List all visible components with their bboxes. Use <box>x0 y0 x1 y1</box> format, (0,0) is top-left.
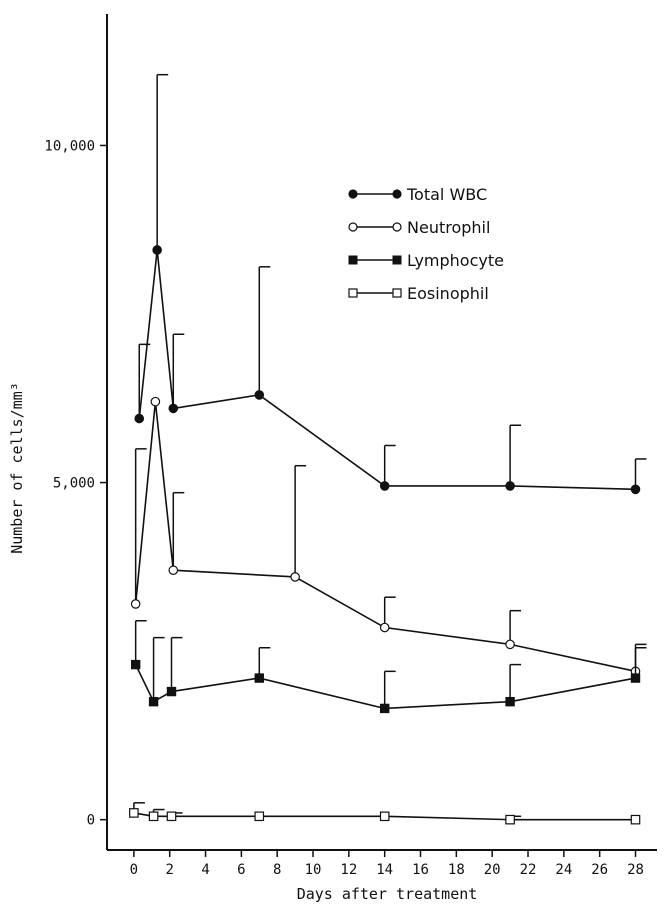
x-tick-label: 22 <box>520 862 537 878</box>
data-point-marker <box>166 686 177 697</box>
series-total-wbc <box>134 73 647 495</box>
data-point-marker <box>348 255 358 265</box>
x-tick-label: 26 <box>591 862 608 878</box>
legend-entry: Eosinophil <box>348 284 489 303</box>
data-point-marker <box>150 396 161 407</box>
series-layer <box>129 73 647 825</box>
data-point-marker <box>148 811 159 822</box>
data-point-marker <box>379 811 390 822</box>
data-point-marker <box>254 811 265 822</box>
y-tick-label: 10,000 <box>44 138 95 154</box>
x-tick-label: 16 <box>412 862 429 878</box>
x-axis-label: Days after treatment <box>297 885 478 903</box>
data-point-marker <box>254 390 265 400</box>
data-point-marker <box>348 189 358 199</box>
x-tick-label: 0 <box>130 862 138 878</box>
legend-entry: Total WBC <box>348 185 487 204</box>
y-tick-label: 0 <box>87 813 95 829</box>
series-eosinophil <box>129 802 641 825</box>
data-point-marker <box>130 599 141 609</box>
x-tick-label: 20 <box>484 862 501 878</box>
data-point-marker <box>392 288 402 298</box>
data-point-marker <box>392 255 402 265</box>
legend-label: Eosinophil <box>407 284 489 303</box>
series-line <box>138 249 636 491</box>
x-tick-label: 6 <box>237 862 245 878</box>
data-point-marker <box>379 703 390 714</box>
data-point-marker <box>168 403 179 414</box>
x-tick-label: 8 <box>273 862 281 878</box>
data-point-marker <box>148 696 159 707</box>
legend-entry: Neutrophil <box>348 218 490 237</box>
x-tick-label: 28 <box>627 862 644 878</box>
data-point-marker <box>168 565 179 576</box>
x-tick-label: 12 <box>340 862 357 878</box>
legend-label: Total WBC <box>406 185 487 204</box>
x-tick-label: 4 <box>201 862 209 878</box>
data-point-marker <box>630 814 641 825</box>
data-point-marker <box>254 673 264 683</box>
data-point-marker <box>630 673 641 683</box>
data-point-marker <box>130 659 141 670</box>
data-point-marker <box>379 622 390 633</box>
data-point-marker <box>290 572 300 582</box>
x-tick-label: 18 <box>448 862 465 878</box>
data-point-marker <box>505 481 515 491</box>
data-point-marker <box>348 288 358 298</box>
data-point-marker <box>505 696 515 707</box>
x-tick-label: 14 <box>376 862 393 878</box>
data-point-marker <box>505 639 515 650</box>
y-tick-label: 5,000 <box>53 476 95 492</box>
legend: Total WBC Neutrophil Lymphocyte Eosinophil <box>348 185 504 303</box>
data-point-marker <box>505 814 515 825</box>
legend-entry: Lymphocyte <box>348 251 504 270</box>
legend-label: Lymphocyte <box>407 251 504 270</box>
data-point-marker <box>152 245 162 255</box>
x-tick-label: 2 <box>165 862 173 878</box>
data-point-marker <box>166 811 177 822</box>
data-point-marker <box>129 808 139 818</box>
data-point-marker <box>392 189 402 199</box>
data-point-marker <box>134 413 145 424</box>
data-point-marker <box>348 222 358 232</box>
data-point-marker <box>392 222 402 232</box>
data-point-marker <box>379 481 390 491</box>
x-tick-label: 10 <box>305 862 322 878</box>
series-lymphocyte <box>130 620 647 714</box>
series-neutrophil <box>130 396 647 677</box>
legend-label: Neutrophil <box>407 218 490 237</box>
y-axis-label: Number of cells/mm³ <box>8 382 26 554</box>
x-tick-label: 24 <box>555 862 572 878</box>
data-point-marker <box>630 484 641 495</box>
